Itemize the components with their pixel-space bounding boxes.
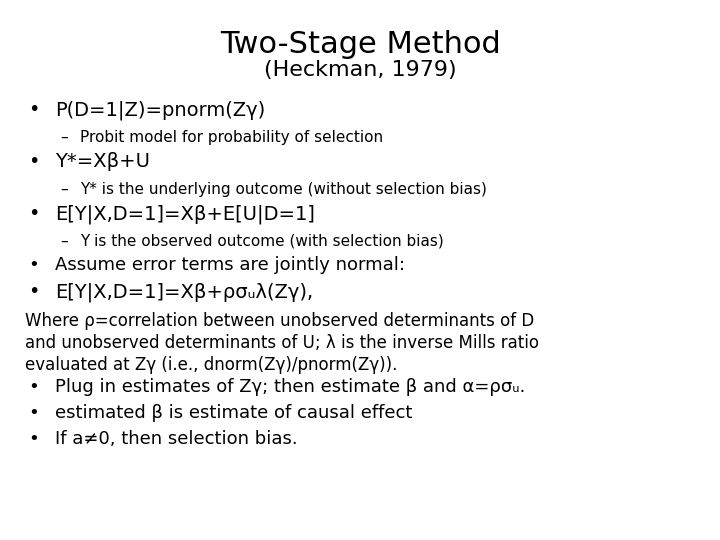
Text: •: • [28, 282, 40, 301]
Text: (Heckman, 1979): (Heckman, 1979) [264, 60, 456, 80]
Text: Y is the observed outcome (with selection bias): Y is the observed outcome (with selectio… [80, 234, 444, 249]
Text: evaluated at Zγ (i.e., dnorm(Zγ)/pnorm(Zγ)).: evaluated at Zγ (i.e., dnorm(Zγ)/pnorm(Z… [25, 356, 397, 374]
Text: P(D=1|Z)=pnorm(Zγ): P(D=1|Z)=pnorm(Zγ) [55, 100, 265, 119]
Text: •: • [28, 430, 39, 448]
Text: •: • [28, 204, 40, 223]
Text: Y*=Xβ+U: Y*=Xβ+U [55, 152, 150, 171]
Text: and unobserved determinants of U; λ is the inverse Mills ratio: and unobserved determinants of U; λ is t… [25, 334, 539, 352]
Text: •: • [28, 100, 40, 119]
Text: E[Y|X,D=1]=Xβ+ρσᵤλ(Zγ),: E[Y|X,D=1]=Xβ+ρσᵤλ(Zγ), [55, 282, 313, 301]
Text: Plug in estimates of Zγ; then estimate β and α=ρσᵤ.: Plug in estimates of Zγ; then estimate β… [55, 378, 526, 396]
Text: estimated β is estimate of causal effect: estimated β is estimate of causal effect [55, 404, 413, 422]
Text: •: • [28, 152, 40, 171]
Text: Probit model for probability of selection: Probit model for probability of selectio… [80, 130, 383, 145]
Text: Assume error terms are jointly normal:: Assume error terms are jointly normal: [55, 256, 405, 274]
Text: Where ρ=correlation between unobserved determinants of D: Where ρ=correlation between unobserved d… [25, 312, 534, 330]
Text: •: • [28, 256, 39, 274]
Text: Y* is the underlying outcome (without selection bias): Y* is the underlying outcome (without se… [80, 182, 487, 197]
Text: –: – [60, 130, 68, 145]
Text: If a≠0, then selection bias.: If a≠0, then selection bias. [55, 430, 297, 448]
Text: E[Y|X,D=1]=Xβ+E[U|D=1]: E[Y|X,D=1]=Xβ+E[U|D=1] [55, 204, 315, 224]
Text: •: • [28, 378, 39, 396]
Text: Two-Stage Method: Two-Stage Method [220, 30, 500, 59]
Text: •: • [28, 404, 39, 422]
Text: –: – [60, 234, 68, 249]
Text: –: – [60, 182, 68, 197]
